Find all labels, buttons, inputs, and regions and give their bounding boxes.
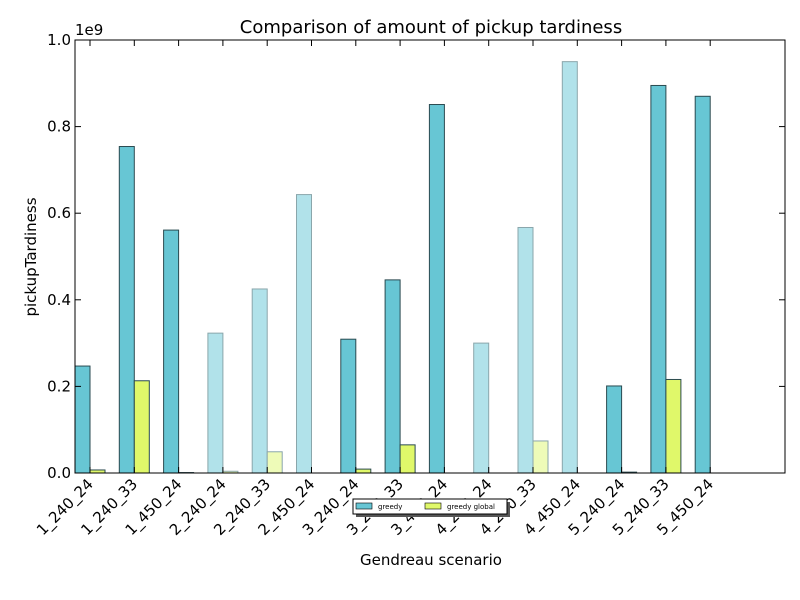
bar-greedy-5_240_33 <box>650 84 667 474</box>
bar-greedy-5_450_24 <box>694 95 711 474</box>
x-axis-label: Gendreau scenario <box>360 551 502 569</box>
bar-greedy-3_240_33 <box>384 279 401 474</box>
legend-label-greedy-global: greedy global <box>447 503 495 511</box>
y-tick-label: 0.2 <box>47 377 71 395</box>
bar-greedy-2_240_24 <box>207 332 224 474</box>
legend-swatch-greedy <box>355 502 373 510</box>
y-tick-label: 0.0 <box>47 464 71 482</box>
bar-greedy-1_450_24 <box>163 229 180 474</box>
legend: greedy greedy global <box>352 498 510 517</box>
bar-greedy-global-2_240_33 <box>266 451 283 474</box>
bar-greedy-3_450_24 <box>428 104 445 474</box>
bar-greedy-4_240_24 <box>473 342 490 474</box>
bar-greedy-global-4_240_33 <box>532 440 549 474</box>
y-tick-label: 1.0 <box>47 31 71 49</box>
scale-label: 1e9 <box>75 21 103 39</box>
bar-greedy-2_450_24 <box>296 194 312 474</box>
y-tick-label: 0.8 <box>47 118 71 136</box>
bar-greedy-global-5_240_33 <box>665 378 682 474</box>
y-tick-label: 0.6 <box>47 204 71 222</box>
bar-greedy-global-3_240_24 <box>355 468 372 474</box>
bars-group <box>74 61 711 474</box>
y-tick-label: 0.4 <box>47 291 71 309</box>
bar-greedy-2_240_33 <box>251 288 268 474</box>
bar-greedy-1_240_24 <box>74 365 91 474</box>
bar-greedy-global-3_240_33 <box>399 444 416 474</box>
bar-greedy-4_240_33 <box>517 226 534 474</box>
bar-greedy-3_240_24 <box>340 338 357 474</box>
bar-greedy-1_240_33 <box>118 146 135 474</box>
y-axis: 0.0 0.2 0.4 0.6 0.8 1.0 <box>47 31 785 482</box>
plot-frame <box>74 39 786 474</box>
chart-title: Comparison of amount of pickup tardiness <box>240 17 622 38</box>
bar-greedy-global-1_240_33 <box>133 380 150 474</box>
y-axis-label: pickupTardiness <box>22 197 40 316</box>
legend-label-greedy: greedy <box>378 503 402 511</box>
bar-greedy-5_240_24 <box>606 385 623 474</box>
bar-greedy-4_450_24 <box>561 61 578 474</box>
legend-swatch-greedy-global <box>424 502 442 510</box>
